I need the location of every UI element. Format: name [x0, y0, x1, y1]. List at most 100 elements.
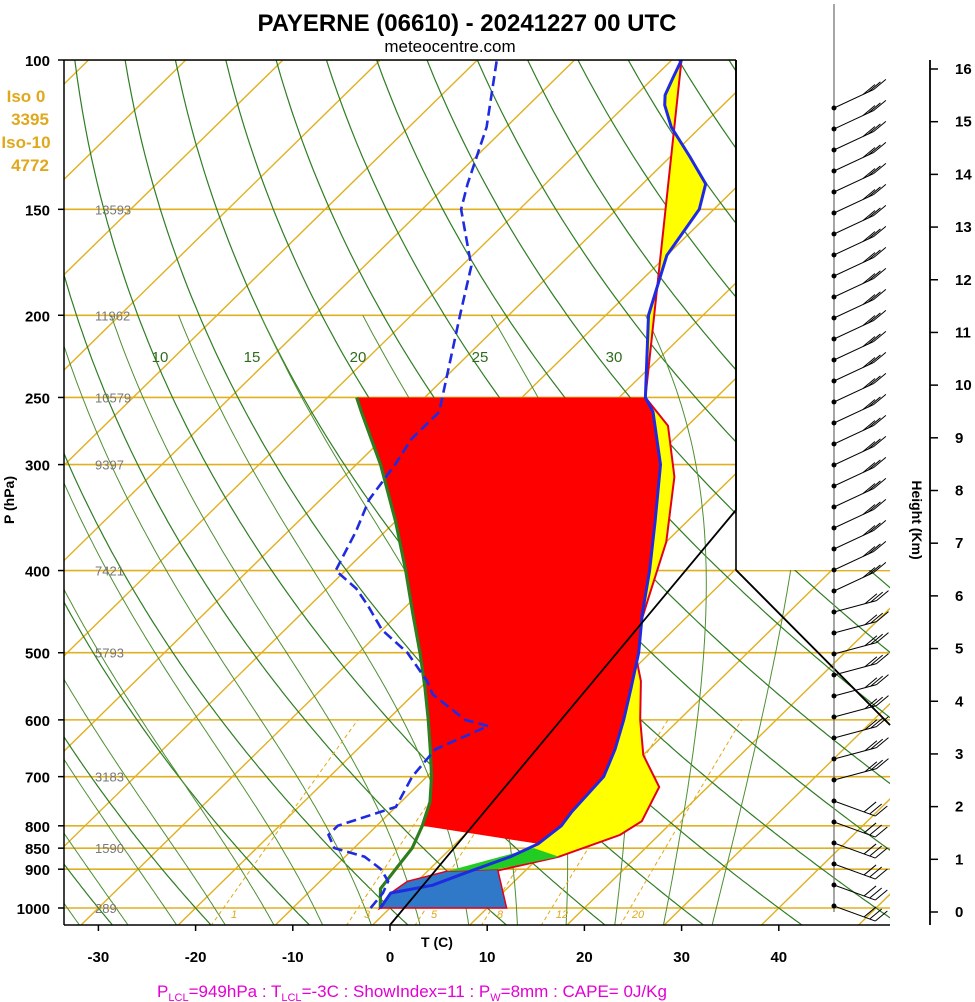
wind-flag [863, 843, 877, 855]
wind-flag [868, 249, 881, 261]
wind-dot [831, 672, 837, 678]
isotherm-info: 4772 [11, 156, 49, 175]
wind-flag [862, 210, 876, 221]
wind-barb [833, 235, 875, 256]
wind-flag [869, 908, 883, 920]
wind-flag [868, 165, 881, 177]
wind-dot [831, 756, 837, 762]
wind-flag [875, 889, 888, 901]
height-tick-label: 6 [955, 588, 963, 605]
height-tick-label: 4 [955, 693, 964, 710]
x-tick-label: 10 [479, 949, 496, 966]
wind-dot [831, 441, 837, 447]
p-tick-label: 700 [25, 770, 50, 787]
footer-d: =8mm : CAPE= 0J/Kg [501, 982, 667, 1001]
footer-c: =-3C : ShowIndex=11 : P [302, 982, 491, 1001]
wind-flag [876, 674, 889, 685]
wind-flag [864, 761, 878, 773]
mixing-ratio-label: 1 [231, 909, 237, 921]
wind-flag [868, 144, 881, 156]
wind-dot [831, 777, 837, 783]
wind-flag [873, 163, 887, 174]
wind-flag [862, 399, 876, 410]
wind-barb [833, 600, 877, 613]
dry-adiabat [74, 60, 606, 925]
mixing-ratio-label: 3 [364, 909, 371, 921]
moist-adiabat [64, 588, 275, 925]
wind-flag [862, 504, 876, 515]
wind-flag [873, 394, 887, 405]
wind-flag [868, 207, 881, 219]
wind-barb [833, 256, 875, 277]
theta-e-label: 30 [606, 349, 623, 366]
x-tick-label: -10 [282, 949, 304, 966]
height-tick-label: 7 [955, 535, 963, 552]
wind-flag [876, 653, 889, 664]
wind-flag [862, 231, 876, 242]
height-tick-label: 11 [955, 324, 971, 341]
wind-dot [831, 315, 837, 321]
wind-flag [869, 824, 883, 836]
wind-dot [831, 126, 837, 132]
wind-flag [873, 247, 887, 258]
wind-flag [863, 864, 877, 876]
wind-flag [873, 289, 887, 300]
wind-flag [862, 189, 876, 200]
moist-adiabat [64, 678, 226, 925]
wedge-blank-top [736, 60, 890, 570]
wind-dot [831, 882, 837, 888]
wind-flag [863, 801, 877, 813]
wind-flag [869, 803, 883, 815]
wind-barb [833, 340, 875, 361]
wind-flag [870, 612, 884, 624]
wind-dot [831, 189, 837, 195]
wind-flag [863, 906, 877, 918]
dry-adiabat [476, 60, 890, 589]
wind-barb [833, 863, 876, 880]
wind-flag [873, 457, 887, 468]
height-tick-label: 5 [955, 641, 963, 658]
p-tick-label: 100 [25, 53, 50, 70]
isotherm-line [663, 702, 890, 925]
x-tick-label: 40 [770, 949, 787, 966]
footer-pw-sub: W [490, 992, 501, 1002]
wind-flag [864, 614, 878, 626]
moist-adiabat [64, 832, 129, 925]
wind-dot [831, 399, 837, 405]
theta-e-label: 10 [152, 349, 169, 366]
isotherm-info: Iso-10 [1, 133, 50, 152]
wind-flag [863, 822, 877, 834]
wind-dot [831, 462, 837, 468]
wind-dot [831, 420, 837, 426]
wind-flag [876, 695, 889, 706]
wind-flag [862, 357, 876, 368]
wind-barb [833, 550, 875, 571]
wind-flag [870, 738, 884, 750]
wind-dot [831, 357, 837, 363]
wind-dot [831, 210, 837, 216]
dry-adiabat [64, 863, 114, 925]
moist-adiabat [64, 758, 178, 925]
wind-flag [875, 826, 888, 838]
mixing-ratio-line [619, 719, 743, 925]
wind-flag [873, 310, 887, 321]
wind-flag [873, 121, 887, 132]
level-height-label: 13593 [95, 202, 131, 217]
cape-area [356, 397, 661, 844]
wind-barb [833, 663, 877, 676]
wind-dot [831, 294, 837, 300]
wind-flag [868, 291, 881, 303]
height-tick-label: 12 [955, 272, 972, 289]
wind-barb [833, 193, 875, 214]
wind-flag [862, 168, 876, 179]
wind-flag [876, 737, 889, 748]
p-tick-label: 500 [25, 646, 50, 663]
moist-adiabat [64, 481, 324, 925]
wind-barb [833, 361, 875, 382]
y-axis-label: P (hPa) [1, 476, 17, 524]
height-tick-label: 15 [955, 114, 972, 131]
wind-barb [833, 705, 877, 718]
wind-dot [831, 798, 837, 804]
wind-flag [873, 142, 887, 153]
